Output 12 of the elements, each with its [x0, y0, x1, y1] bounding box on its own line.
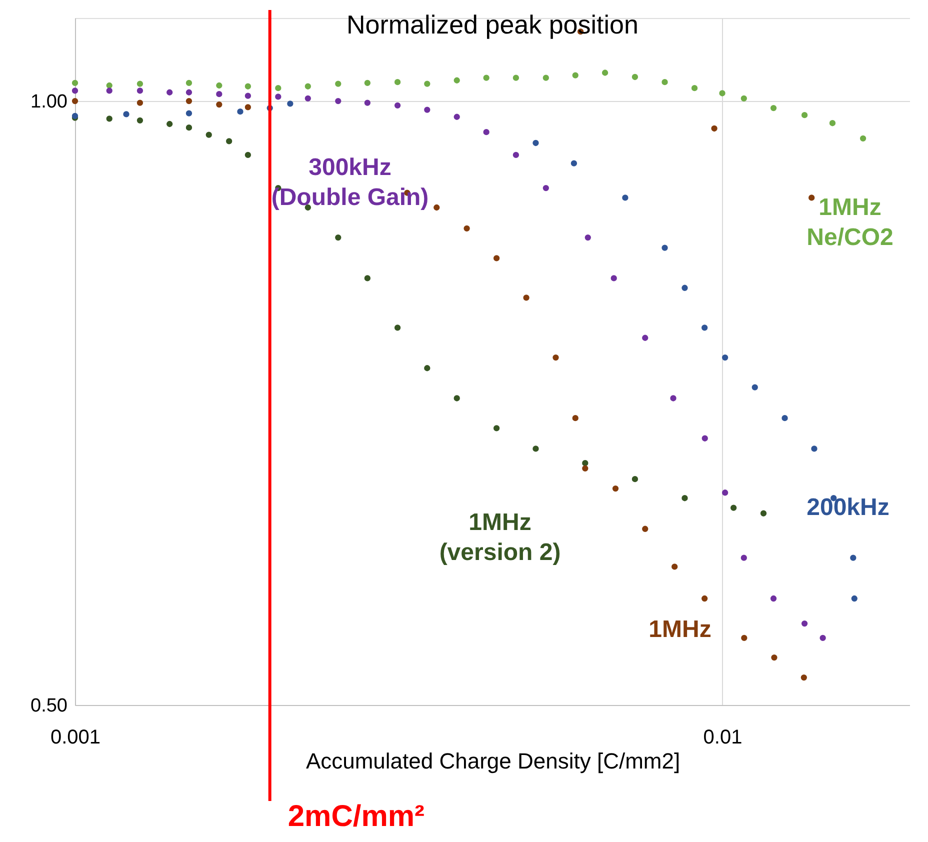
text: 1MHz Ne/CO2 — [806, 194, 894, 251]
series-label: 1MHz — [648, 616, 712, 643]
x-tick-label: 0.001 — [50, 726, 101, 748]
y-tick-label: 1.00 — [30, 92, 68, 113]
y-tick-label: 0.50 — [30, 696, 68, 716]
series-label: 300kHz (Double Gain) — [271, 154, 429, 211]
ref-line-label: 2mC/mm² — [288, 800, 425, 833]
series-label: 200kHz — [806, 494, 890, 521]
chart-title: Normalized peak position — [346, 10, 638, 40]
x-axis-title: Accumulated Charge Density [C/mm2] — [306, 748, 680, 774]
x-tick-label: 0.01 — [703, 726, 742, 748]
text: 1MHz (version 2) — [439, 509, 561, 566]
